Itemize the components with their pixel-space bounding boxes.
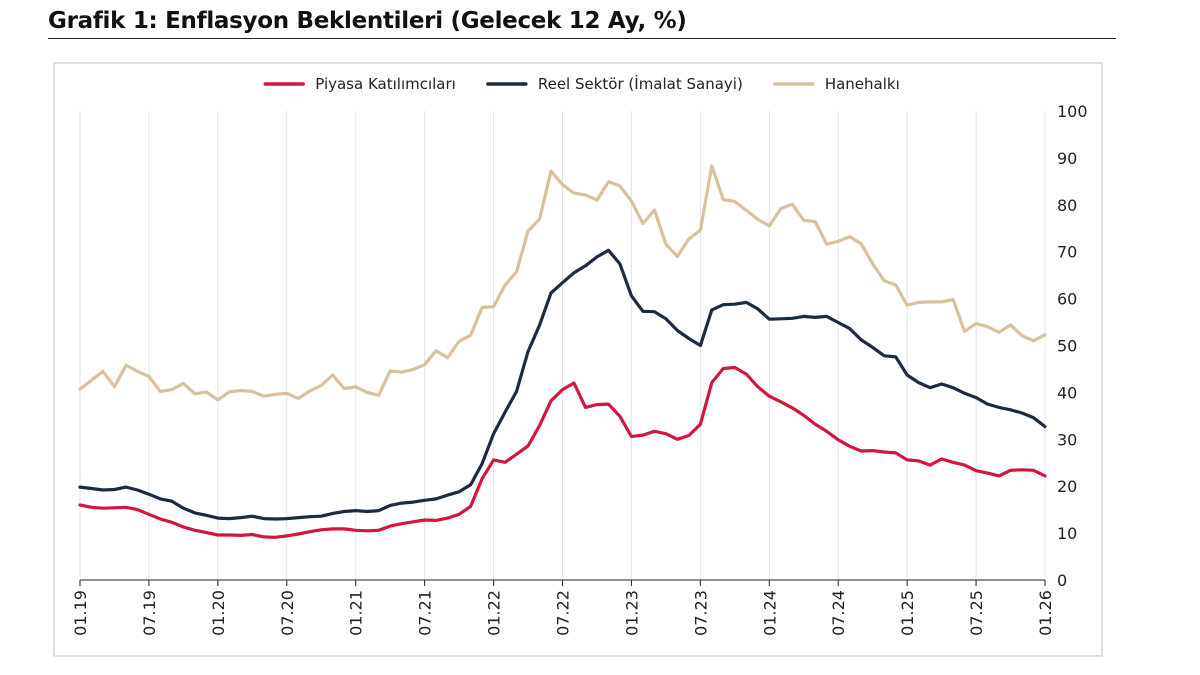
title-divider (48, 38, 1116, 39)
x-tick-label: 07.22 (554, 590, 573, 636)
y-tick-label: 100 (1057, 102, 1088, 121)
legend-label: Piyasa Katılımcıları (315, 75, 456, 93)
x-tick-label: 07.20 (278, 590, 297, 636)
chart-title: Grafik 1: Enflasyon Beklentileri (Gelece… (48, 8, 687, 34)
y-tick-label: 10 (1057, 524, 1077, 543)
legend-label: Reel Sektör (İmalat Sanayi) (538, 74, 743, 93)
chart-frame (53, 62, 1103, 657)
y-tick-label: 80 (1057, 196, 1077, 215)
x-tick-label: 01.23 (622, 590, 641, 636)
x-tick-label: 07.25 (967, 590, 986, 636)
legend-label: Hanehalkı (825, 75, 900, 93)
x-tick-label: 01.20 (209, 590, 228, 636)
y-tick-label: 70 (1057, 243, 1077, 262)
x-tick-label: 07.21 (416, 590, 435, 636)
vertical-gridlines (79, 111, 1046, 580)
series-line (78, 164, 1047, 402)
x-tick-label: 01.25 (898, 590, 917, 636)
y-tick-label: 50 (1057, 337, 1077, 356)
y-tick-label: 60 (1057, 290, 1077, 309)
x-tick-label: 07.23 (691, 590, 710, 636)
y-tick-label: 90 (1057, 149, 1077, 168)
x-tick-label: 07.19 (140, 590, 159, 636)
y-tick-label: 40 (1057, 383, 1077, 402)
legend: Piyasa Katılımcıları Reel Sektör (İmalat … (263, 74, 900, 93)
x-tick-label: 01.24 (760, 590, 779, 636)
x-tick-label: 01.21 (347, 590, 366, 636)
x-tick-label: 01.26 (1036, 590, 1055, 636)
y-tick-label: 20 (1057, 477, 1077, 496)
axes: 01.19 07.19 01.20 07.20 01.21 07.21 01.22 07.22… (71, 102, 1088, 636)
x-tick-label: 07.24 (829, 590, 848, 636)
y-tick-label: 0 (1057, 571, 1067, 590)
series-line (78, 365, 1047, 539)
x-tick-label: 01.22 (485, 590, 504, 636)
y-tick-label: 30 (1057, 430, 1077, 449)
x-tick-label: 01.19 (71, 590, 90, 636)
series-lines (78, 164, 1047, 539)
series-line (78, 248, 1047, 521)
